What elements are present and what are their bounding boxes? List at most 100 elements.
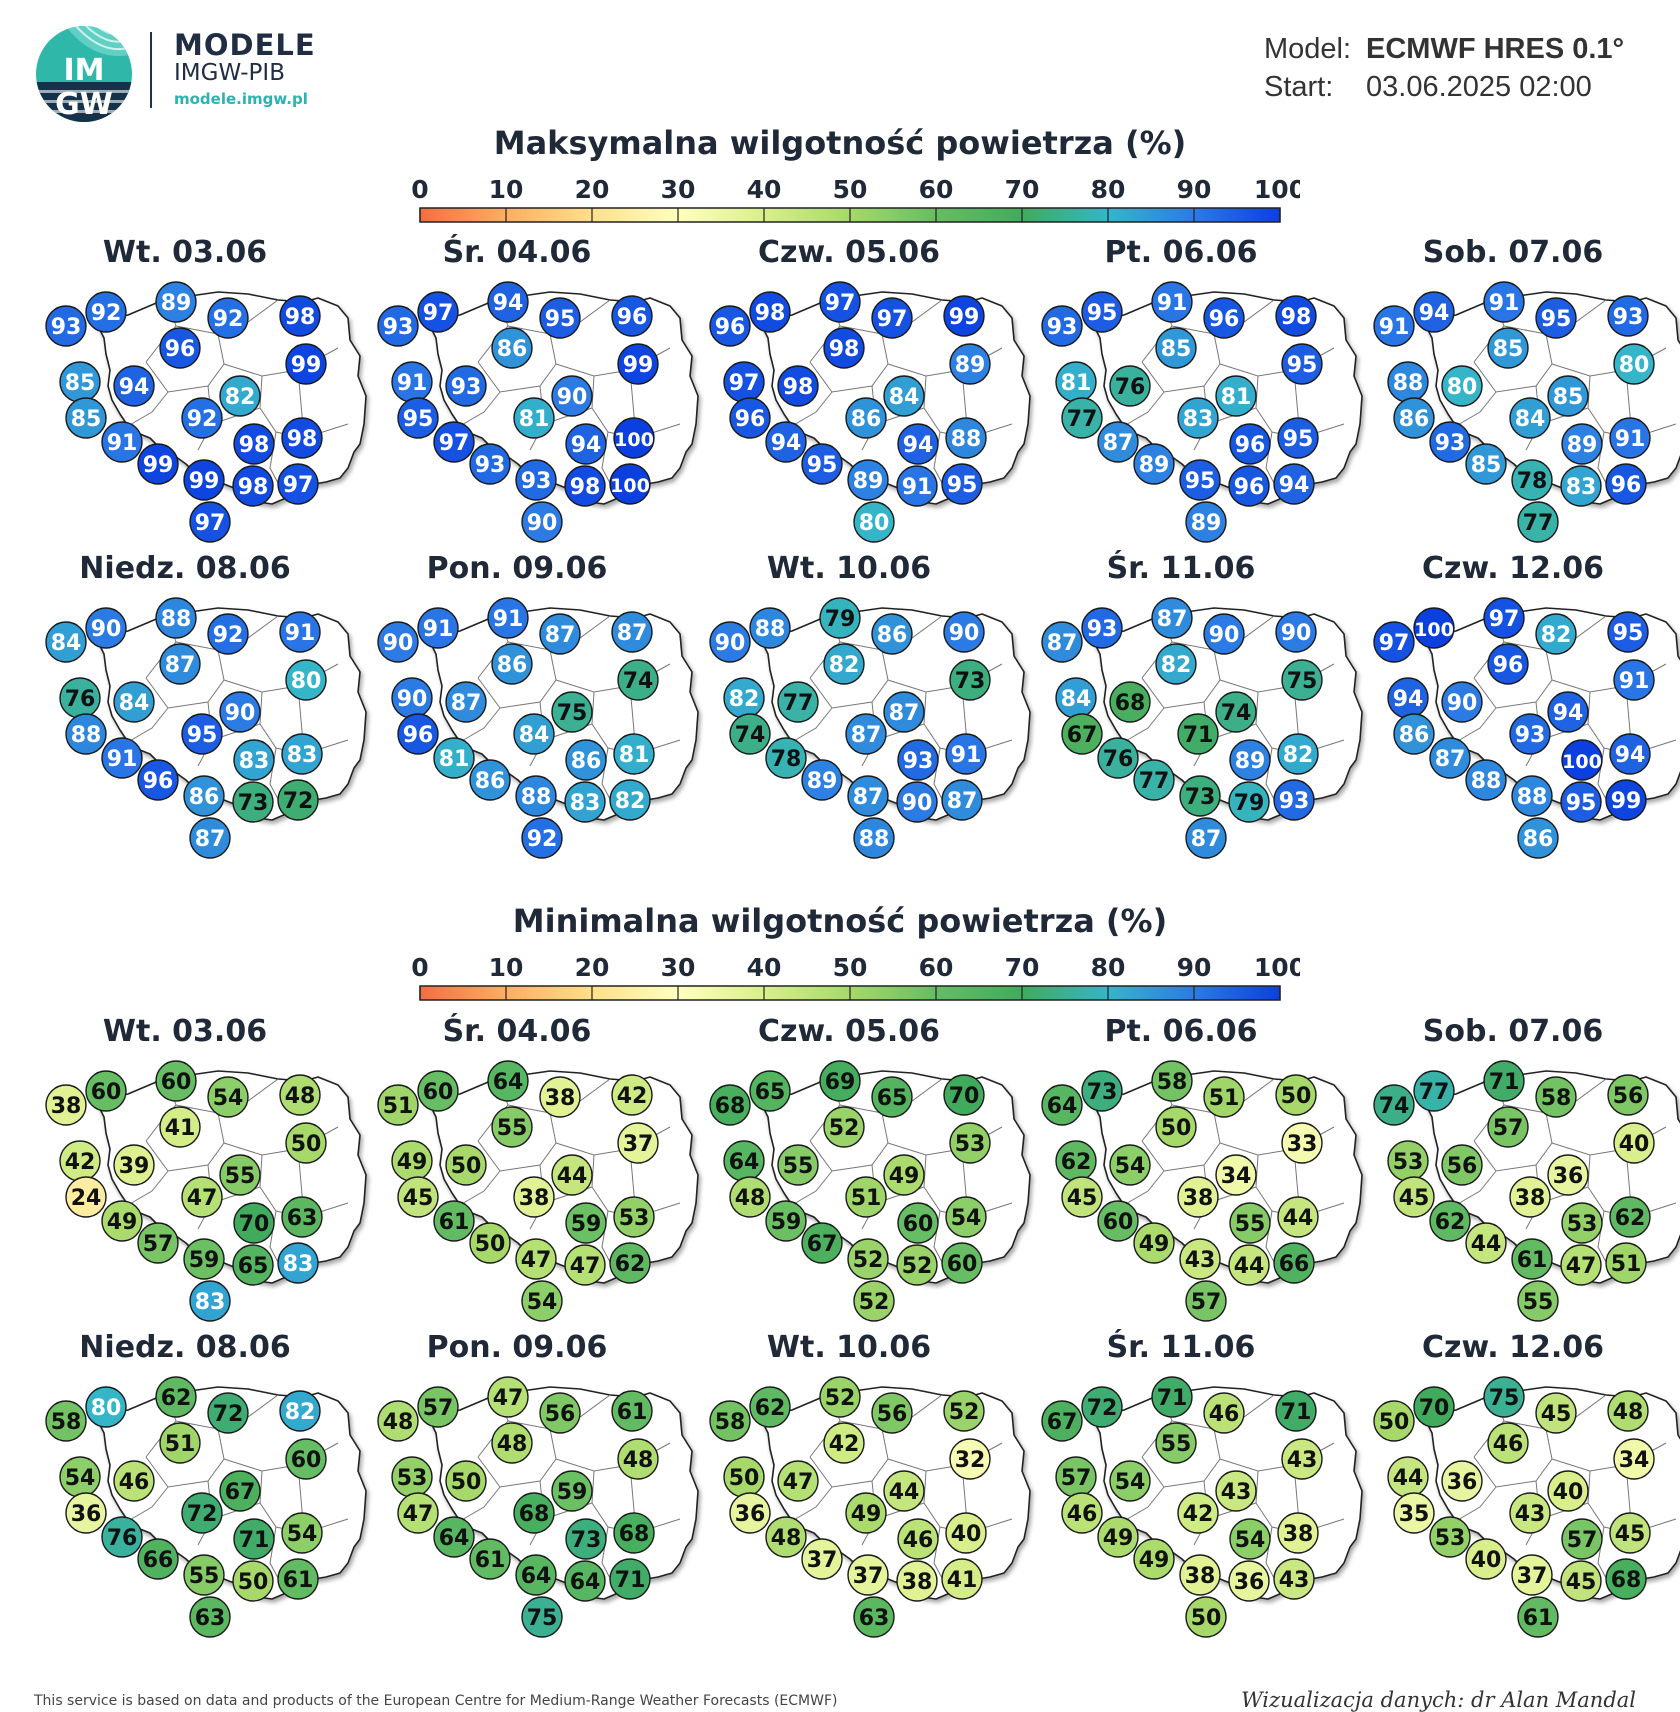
value-label: 36 (1447, 1470, 1478, 1495)
value-label: 46 (1067, 1502, 1098, 1527)
value-marker (1133, 443, 1175, 485)
value-marker (233, 1202, 275, 1244)
value-label: 63 (859, 1606, 890, 1631)
value-label: 50 (1379, 1410, 1410, 1435)
value-marker (1133, 1222, 1175, 1264)
value-label: 50 (729, 1466, 760, 1491)
value-marker (1483, 1060, 1525, 1102)
value-marker (823, 1422, 865, 1464)
value-marker (749, 291, 791, 333)
value-label: 81 (619, 743, 650, 768)
value-marker (417, 1386, 459, 1428)
value-label: 75 (527, 1606, 558, 1631)
value-label: 91 (1615, 427, 1646, 452)
value-label: 85 (71, 407, 102, 432)
value-label: 60 (1103, 1210, 1134, 1235)
colorbar-tick-label: 40 (747, 953, 782, 982)
value-marker (613, 1196, 655, 1238)
value-marker (189, 1596, 231, 1638)
value-label: 92 (187, 407, 218, 432)
value-marker (487, 1376, 529, 1418)
value-label: 53 (397, 1466, 428, 1491)
region-border (1455, 391, 1497, 427)
value-marker (1441, 365, 1483, 407)
value-label: 57 (143, 1232, 174, 1257)
value-marker (491, 327, 533, 369)
value-marker (521, 501, 563, 543)
value-label: 65 (238, 1254, 269, 1279)
value-marker (65, 1176, 107, 1218)
value-label: 82 (285, 1400, 316, 1425)
value-marker (729, 1492, 771, 1534)
value-marker (1607, 1390, 1649, 1432)
value-marker (1041, 1400, 1083, 1442)
value-marker (1613, 1122, 1655, 1164)
value-label: 42 (829, 1432, 860, 1457)
value-marker (896, 1560, 938, 1602)
value-label: 54 (213, 1086, 244, 1111)
colorbar-tick-label: 100 (1254, 953, 1300, 982)
model-value: ECMWF HRES 0.1° (1366, 33, 1625, 65)
region-border (127, 391, 169, 427)
value-marker (515, 775, 557, 817)
day-title: Czw. 12.06 (1422, 551, 1604, 586)
value-marker (417, 291, 459, 333)
value-label: 98 (755, 301, 786, 326)
value-marker (945, 417, 987, 459)
value-marker (819, 597, 861, 639)
value-label: 92 (91, 301, 122, 326)
value-marker (1517, 1280, 1559, 1322)
value-marker (285, 659, 327, 701)
value-marker (1281, 343, 1323, 385)
value-marker (1185, 1280, 1227, 1322)
value-label: 55 (1161, 1432, 1192, 1457)
value-label: 60 (947, 1252, 978, 1277)
value-label: 54 (1115, 1470, 1146, 1495)
day-title: Pt. 06.06 (1104, 235, 1257, 270)
value-label: 87 (545, 623, 576, 648)
value-label: 90 (1447, 691, 1478, 716)
value-label: 72 (213, 1402, 244, 1427)
value-label: 90 (383, 631, 414, 656)
value-label: 62 (1615, 1206, 1646, 1231)
value-label: 95 (187, 723, 218, 748)
value-marker (1605, 1242, 1647, 1284)
value-marker (1177, 1492, 1219, 1534)
day-map: 64 73 58 51 50 33 62 50 54 34 45 38 60 55 44 49 43 44 66 57 (1041, 1060, 1363, 1322)
value-label: 77 (1419, 1080, 1450, 1105)
value-label: 73 (955, 669, 986, 694)
day-title: Wt. 03.06 (103, 1014, 267, 1049)
value-label: 43 (1221, 1480, 1252, 1505)
value-marker (1277, 1512, 1319, 1554)
value-marker (551, 1470, 593, 1512)
brand-url-link[interactable]: modele.imgw.pl (174, 90, 308, 108)
day-title: Śr. 11.06 (1107, 549, 1256, 586)
value-label: 43 (1515, 1502, 1546, 1527)
day-map: 93 95 91 96 98 95 81 85 76 81 77 83 87 96 95 89 95 96 94 89 (1041, 281, 1363, 543)
value-label: 48 (497, 1432, 528, 1457)
day-map: 58 80 62 72 82 60 54 51 46 67 36 72 76 71 54 66 55 50 61 63 (45, 1376, 367, 1638)
value-label: 64 (493, 1070, 524, 1095)
value-label: 85 (1493, 337, 1524, 362)
day-title: Wt. 10.06 (767, 551, 931, 586)
value-label: 81 (439, 747, 470, 772)
value-marker (1185, 1596, 1227, 1638)
value-label: 48 (1613, 1400, 1644, 1425)
value-marker (1560, 1244, 1602, 1286)
value-label: 38 (1185, 1564, 1216, 1589)
value-marker (183, 1238, 225, 1280)
value-label: 45 (1399, 1186, 1430, 1211)
value-label: 99 (623, 353, 654, 378)
value-marker (1277, 417, 1319, 459)
value-marker (1281, 1122, 1323, 1164)
value-label: 100 (1562, 751, 1602, 773)
value-label: 93 (383, 315, 414, 340)
value-label: 38 (545, 1086, 576, 1111)
value-label: 52 (859, 1290, 890, 1315)
value-label: 61 (475, 1548, 506, 1573)
day-title: Wt. 10.06 (767, 1330, 931, 1365)
value-marker (1560, 1560, 1602, 1602)
value-marker (883, 1154, 925, 1196)
